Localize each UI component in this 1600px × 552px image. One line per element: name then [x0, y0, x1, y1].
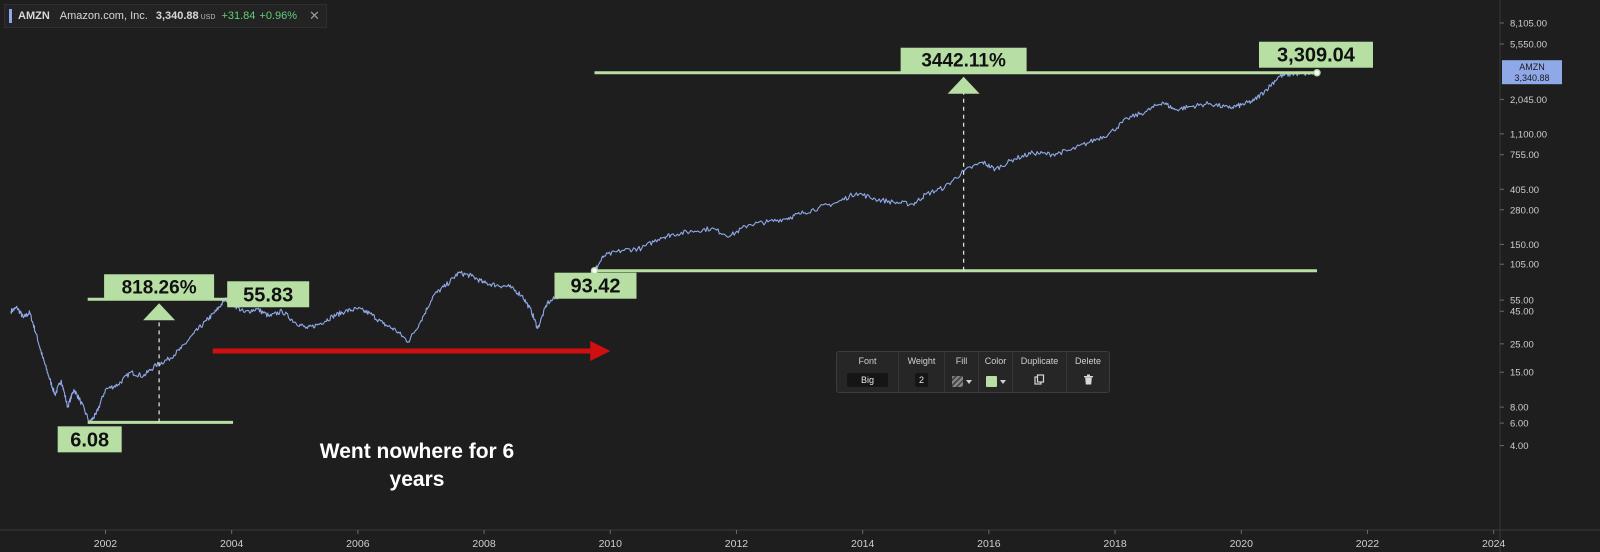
y-tick-label: 25.00	[1510, 339, 1534, 350]
chevron-down-icon	[965, 379, 972, 384]
toolbar-color-cell: Color	[979, 352, 1013, 392]
price-callout-label: 3,309.04	[1277, 45, 1356, 67]
y-tick-label: 1,100.00	[1510, 129, 1547, 140]
x-tick-label: 2004	[220, 538, 244, 550]
price-callout-label: 6.08	[70, 429, 109, 451]
y-tick-label: 6.00	[1510, 419, 1529, 430]
toolbar-font-label: Font	[858, 356, 877, 366]
legend-change: +31.84	[221, 10, 256, 22]
toolbar-duplicate-label: Duplicate	[1020, 356, 1059, 366]
toolbar-delete-cell: Delete	[1067, 352, 1109, 392]
percent-label: 3442.11%	[921, 51, 1006, 72]
x-tick-label: 2020	[1230, 538, 1254, 550]
y-tick-label: 2,045.00	[1510, 95, 1547, 106]
x-tick-label: 2014	[851, 538, 875, 550]
toolbar-delete-label: Delete	[1074, 356, 1101, 366]
legend-company-name: Amazon.com, Inc.	[59, 10, 148, 22]
toolbar-fill-cell: Fill	[945, 352, 979, 392]
price-callout-box	[554, 272, 637, 299]
x-tick-label: 2022	[1356, 538, 1380, 550]
duplicate-button[interactable]	[1034, 374, 1045, 387]
x-tick-label: 2006	[346, 538, 370, 550]
arrow-head-icon	[590, 340, 611, 361]
measure-arrow-head-icon	[947, 76, 980, 94]
price-callout[interactable]: 55.83	[227, 281, 310, 308]
trash-icon	[1083, 374, 1093, 385]
x-tick-label: 2018	[1103, 538, 1127, 550]
price-tag-symbol: AMZN	[1519, 62, 1545, 72]
price-tag-value: 3,340.88	[1514, 73, 1549, 83]
percent-change-annotation[interactable]: 818.26%	[87, 274, 234, 424]
line-weight-select[interactable]: 2	[914, 373, 928, 387]
x-tick-label: 2002	[94, 538, 118, 550]
price-callout-label: 55.83	[243, 284, 293, 306]
y-tick-label: 105.00	[1510, 260, 1539, 271]
toolbar-font-cell: Font Big	[837, 352, 899, 392]
color-swatch-icon	[985, 376, 997, 387]
symbol-legend: AMZN Amazon.com, Inc. 3,340.88 USD +31.8…	[4, 4, 327, 28]
x-tick-label: 2012	[725, 538, 749, 550]
close-icon[interactable]: ✕	[309, 8, 320, 23]
legend-price: 3,340.88	[155, 10, 199, 22]
x-tick-label: 2016	[977, 538, 1001, 550]
price-callout-box	[57, 426, 122, 453]
percent-label: 818.26%	[122, 277, 197, 298]
fill-color-picker[interactable]	[951, 376, 972, 387]
y-tick-label: 755.00	[1510, 150, 1539, 161]
price-callout-box	[227, 281, 310, 308]
y-tick-label: 150.00	[1510, 240, 1539, 251]
anchor-dot[interactable]	[1313, 68, 1321, 77]
delete-button[interactable]	[1083, 374, 1094, 387]
x-tick-label: 2008	[472, 538, 496, 550]
toolbar-weight-cell: Weight 2	[899, 352, 945, 392]
measure-arrow-head-icon	[143, 303, 176, 321]
y-tick-label: 45.00	[1510, 307, 1534, 318]
x-tick-label: 2024	[1482, 538, 1506, 550]
y-tick-label: 15.00	[1510, 368, 1534, 379]
time-axis[interactable]: 2002 2004 2006 2008 2010 2012 2014 2016 2018 2020…	[94, 530, 1506, 550]
legend-change-percent: +0.96%	[259, 10, 298, 22]
line-color-picker[interactable]	[985, 376, 1006, 387]
y-tick-label: 280.00	[1510, 205, 1539, 216]
x-tick-label: 2010	[599, 538, 623, 550]
font-size-select[interactable]: Big	[846, 373, 888, 387]
legend-symbol: AMZN	[18, 10, 50, 22]
anchor-dot[interactable]	[590, 266, 599, 275]
y-tick-label: 5,550.00	[1510, 40, 1547, 51]
chevron-down-icon	[999, 379, 1006, 384]
percent-label-box	[900, 47, 1027, 72]
price-callout[interactable]: 93.42	[554, 272, 637, 299]
series-color-marker	[9, 9, 12, 23]
toolbar-fill-label: Fill	[955, 356, 968, 366]
price-callout-box	[1258, 41, 1373, 68]
y-tick-label: 8.00	[1510, 403, 1529, 414]
legend-currency: USD	[200, 14, 216, 21]
chart-note: Went nowhere for 6 years	[320, 440, 514, 491]
toolbar-weight-label: Weight	[907, 356, 936, 366]
y-tick-label: 4.00	[1510, 441, 1529, 452]
y-tick-label: 55.00	[1510, 296, 1534, 307]
toolbar-duplicate-cell: Duplicate	[1013, 352, 1067, 392]
y-tick-label: 405.00	[1510, 185, 1539, 196]
price-callout-label: 93.42	[570, 276, 620, 298]
percent-label-box	[104, 274, 215, 299]
percent-change-annotation[interactable]: 3442.11%	[594, 47, 1317, 273]
y-tick-label: 8,105.00	[1510, 19, 1547, 30]
toolbar-color-label: Color	[984, 356, 1007, 366]
duplicate-icon	[1034, 374, 1045, 385]
price-callout[interactable]: 6.08	[57, 426, 122, 453]
amzn-price-line	[10, 71, 1318, 423]
drawing-toolbar: Font Big Weight 2 Fill Color Duplicate	[836, 351, 1110, 393]
price-tag-box	[1502, 60, 1562, 85]
price-callout[interactable]: 3,309.04	[1258, 41, 1373, 68]
hatched-swatch-icon	[951, 376, 963, 387]
